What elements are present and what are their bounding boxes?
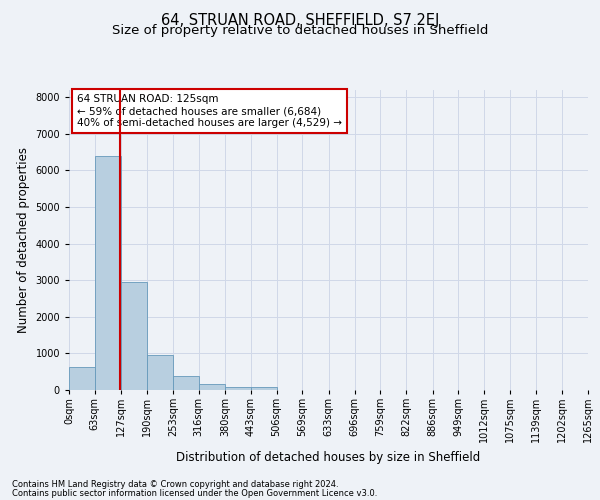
Bar (69, 368, 95, 390)
Bar (173, 376, 199, 390)
Bar (121, 282, 147, 390)
X-axis label: Distribution of detached houses by size in Sheffield: Distribution of detached houses by size … (176, 451, 481, 464)
Bar (251, 388, 277, 390)
Text: Contains public sector information licensed under the Open Government Licence v3: Contains public sector information licen… (12, 488, 377, 498)
Y-axis label: Number of detached properties: Number of detached properties (17, 147, 30, 333)
Bar (147, 355, 173, 390)
Text: 64 STRUAN ROAD: 125sqm
← 59% of detached houses are smaller (6,684)
40% of semi-: 64 STRUAN ROAD: 125sqm ← 59% of detached… (77, 94, 342, 128)
Text: Contains HM Land Registry data © Crown copyright and database right 2024.: Contains HM Land Registry data © Crown c… (12, 480, 338, 489)
Bar (199, 384, 225, 390)
Bar (95, 156, 121, 390)
Text: Size of property relative to detached houses in Sheffield: Size of property relative to detached ho… (112, 24, 488, 37)
Text: 64, STRUAN ROAD, SHEFFIELD, S7 2EJ: 64, STRUAN ROAD, SHEFFIELD, S7 2EJ (161, 12, 439, 28)
Bar (225, 386, 251, 390)
